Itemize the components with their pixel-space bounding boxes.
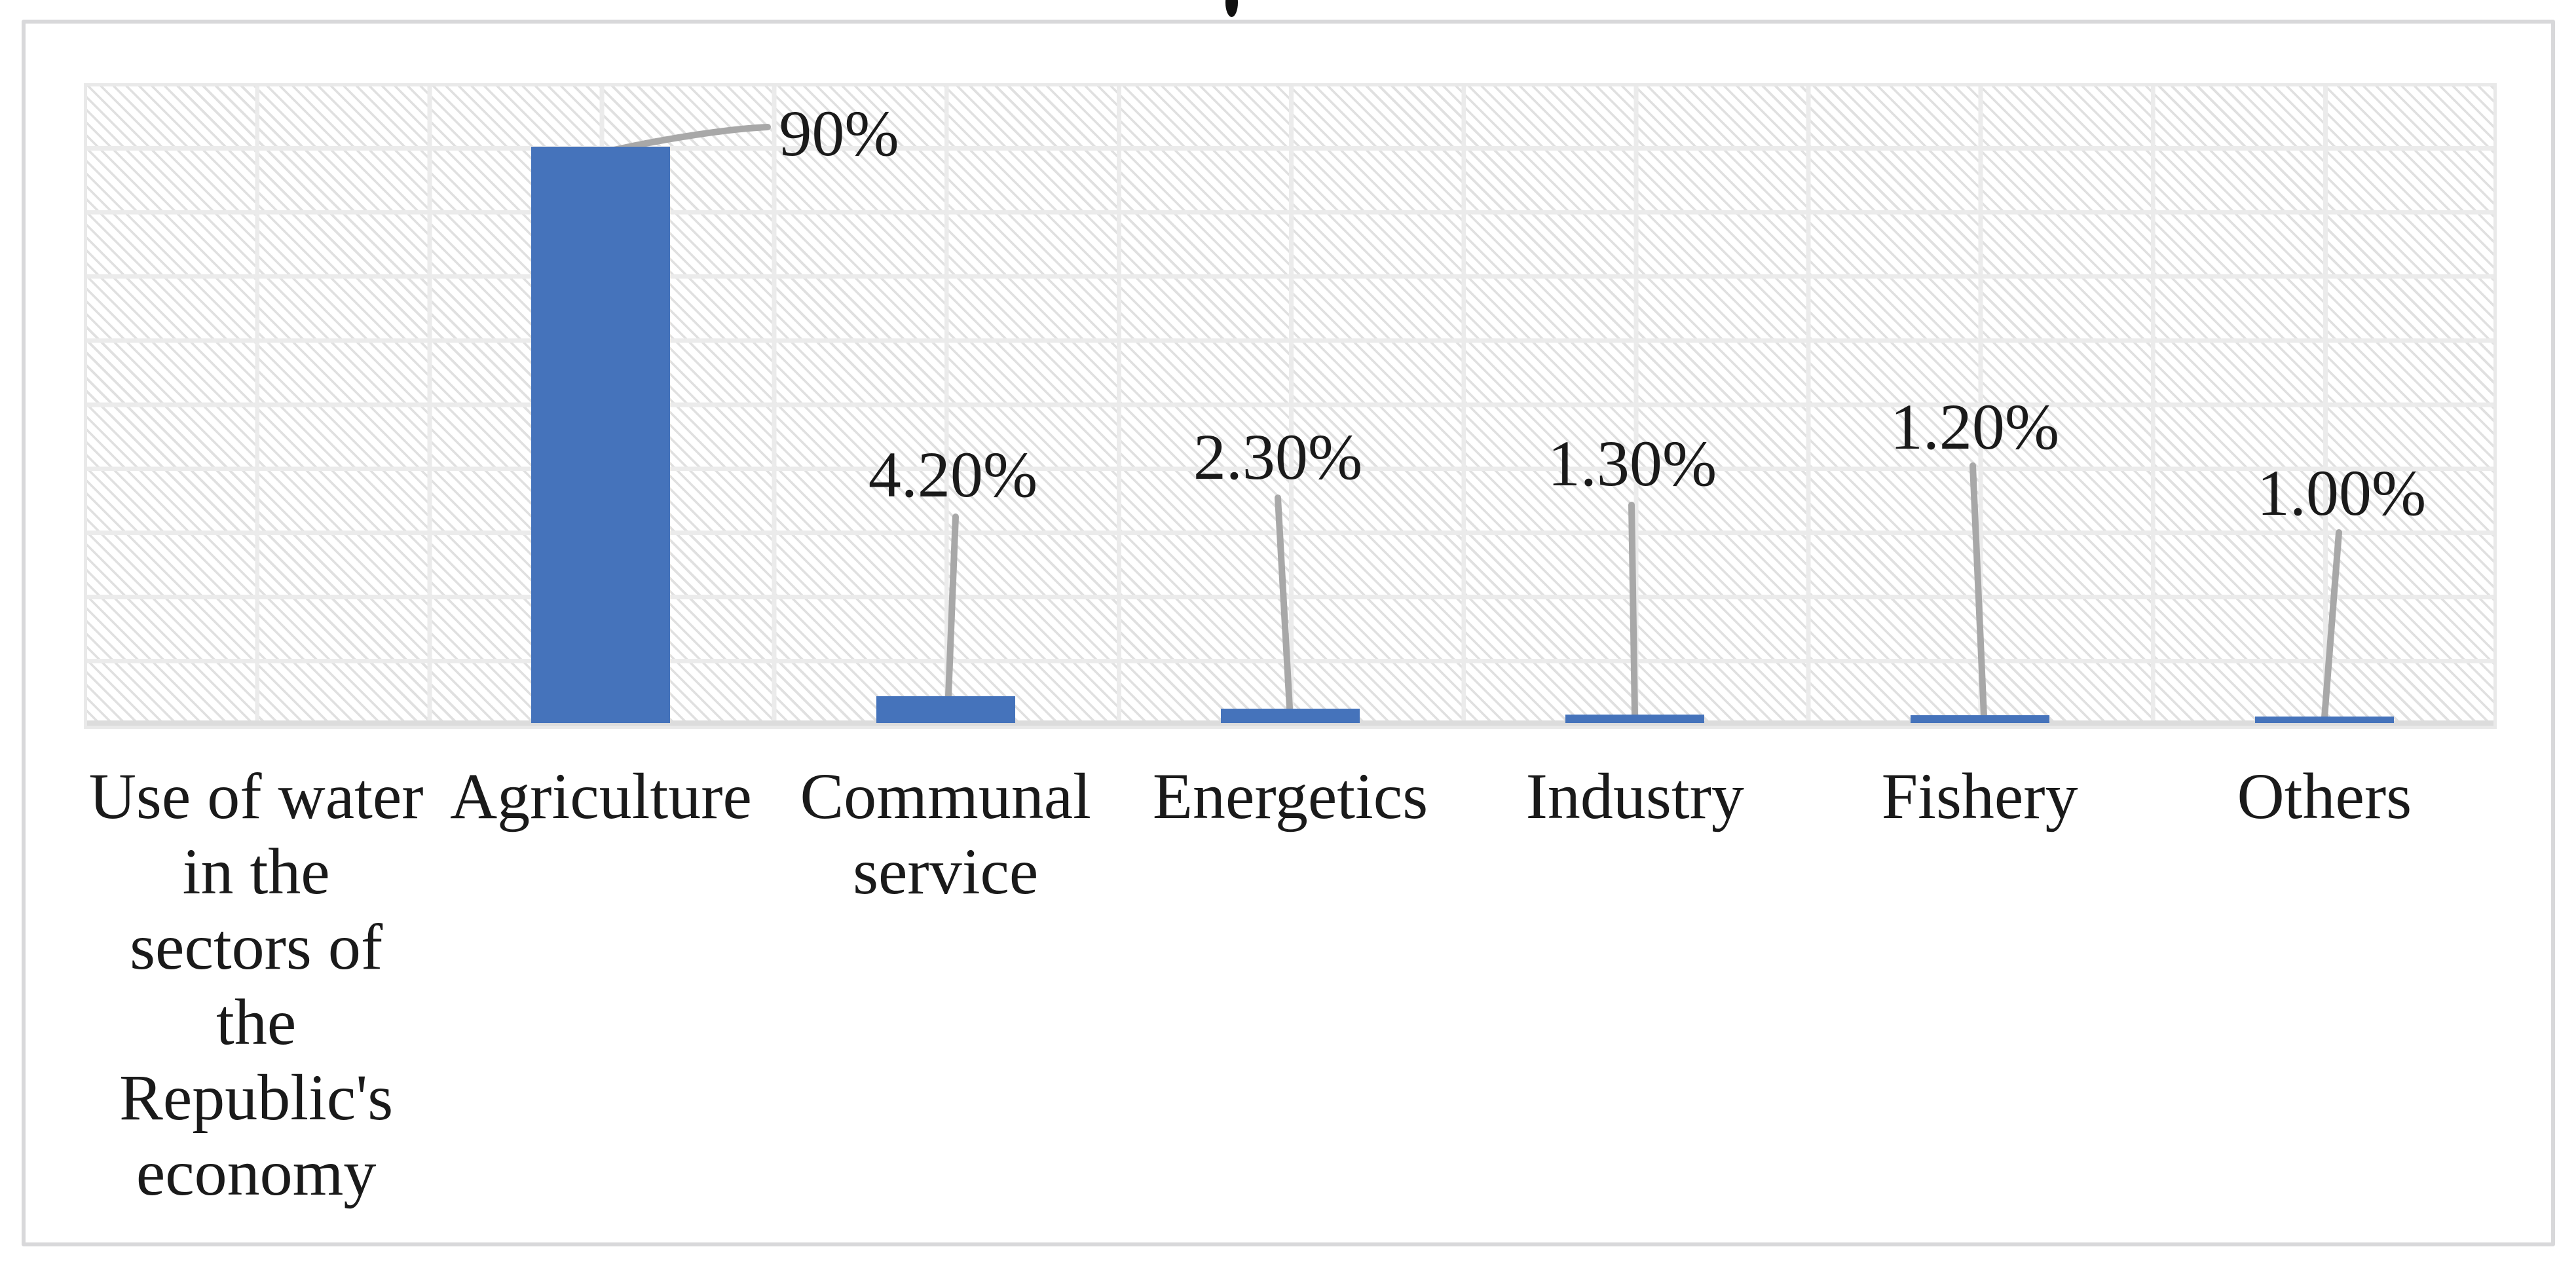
plot-area — [84, 83, 2497, 729]
x-axis-label-energetics: Energetics — [1152, 760, 1428, 832]
x-axis-label-agriculture: Agriculture — [449, 760, 752, 832]
leader-line-others — [2321, 529, 2342, 720]
data-label-others: 1.00% — [2256, 457, 2427, 529]
x-axis-label-industry: Industry — [1525, 760, 1744, 832]
bar-agriculture — [531, 146, 671, 723]
bar-industry — [1565, 715, 1705, 723]
bar-others — [2254, 717, 2394, 723]
data-label-communal-service: 4.20% — [868, 438, 1038, 511]
cropped-title-mark — [1225, 0, 1238, 17]
data-label-energetics: 2.30% — [1193, 420, 1363, 493]
chart-outer-border — [22, 20, 2555, 1246]
leader-line-energetics — [1275, 494, 1293, 711]
leader-line-fishery — [1969, 462, 1987, 719]
x-axis-label-fishery: Fishery — [1881, 760, 2078, 832]
x-axis-label-use-of-water: Use of water in the sectors of the Repub… — [88, 760, 424, 1209]
data-label-fishery: 1.20% — [1890, 390, 2060, 463]
bar-fishery — [1910, 715, 2049, 723]
leader-line-industry — [1628, 502, 1638, 718]
bar-energetics — [1221, 708, 1360, 723]
x-axis-label-others: Others — [2237, 760, 2412, 832]
data-label-industry: 1.30% — [1547, 427, 1717, 500]
x-axis-label-communal-service: Communal service — [800, 760, 1091, 908]
data-label-agriculture: 90% — [779, 97, 899, 170]
bar-communal-service — [876, 696, 1015, 723]
leader-line-communal-service — [945, 513, 959, 699]
x-axis-line — [87, 720, 2493, 726]
